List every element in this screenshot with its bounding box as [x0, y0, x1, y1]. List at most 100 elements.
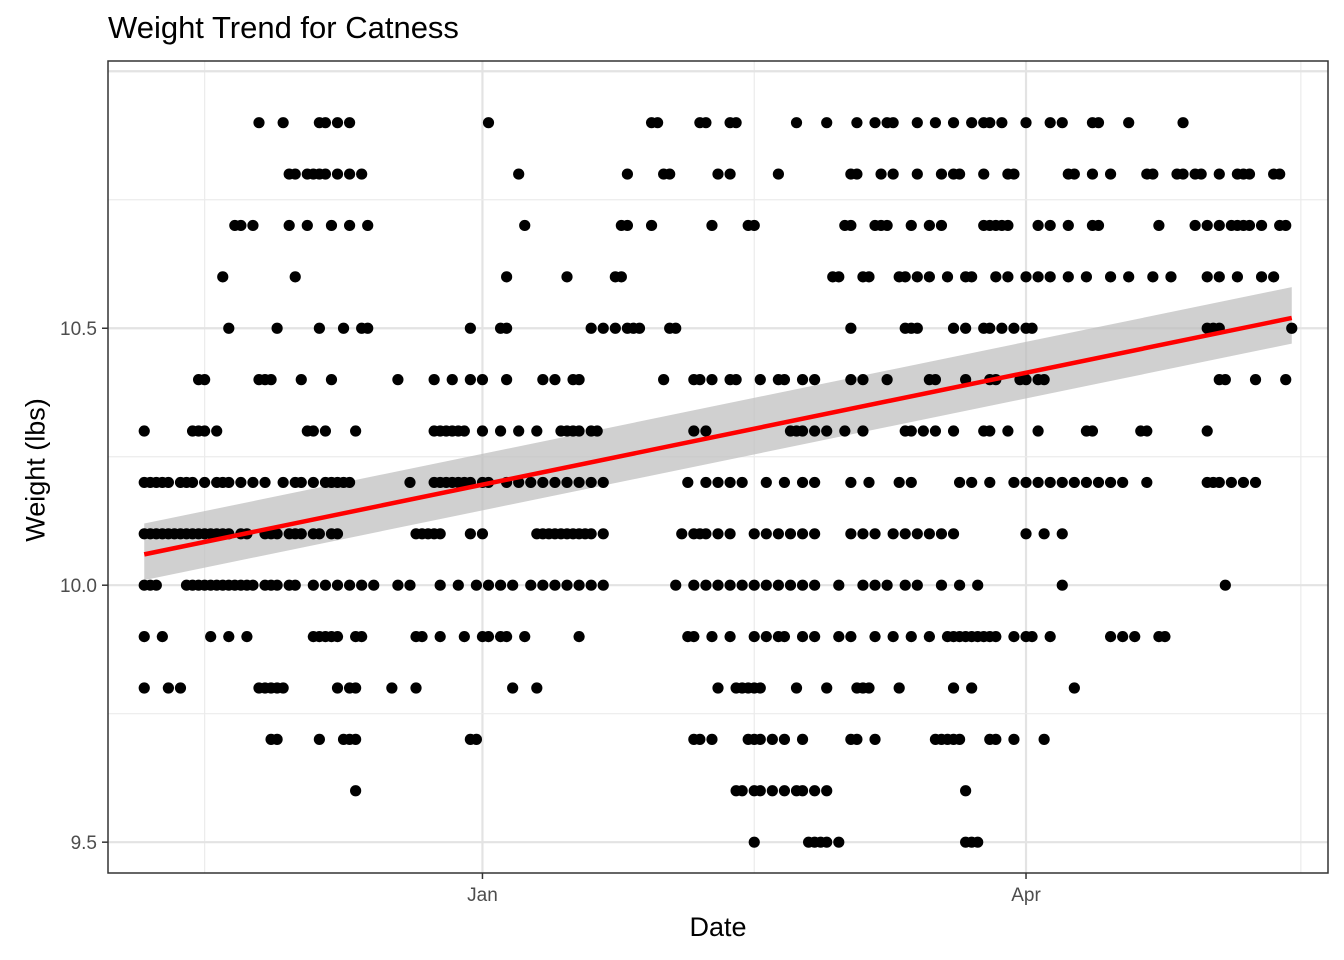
data-point [694, 733, 706, 745]
data-point [494, 579, 507, 591]
data-point [809, 630, 821, 643]
data-point [1123, 117, 1135, 129]
data-point [1249, 476, 1262, 489]
data-point [899, 579, 911, 591]
data-point [476, 528, 489, 540]
data-point [712, 476, 724, 489]
data-point [784, 579, 797, 591]
data-point [851, 168, 863, 180]
data-point [978, 168, 990, 180]
data-point [573, 374, 585, 386]
data-point [319, 579, 332, 591]
data-point [851, 117, 863, 129]
data-point [1032, 219, 1044, 232]
data-point [1020, 476, 1032, 489]
data-point [652, 117, 664, 129]
data-point [223, 476, 235, 489]
data-point [434, 528, 446, 540]
x-axis-label: Date [689, 912, 747, 942]
data-point [235, 219, 247, 232]
data-point [960, 785, 972, 797]
data-point [917, 425, 929, 437]
data-point [585, 322, 597, 334]
data-point [809, 476, 821, 489]
data-point [271, 322, 283, 334]
data-point [343, 476, 356, 489]
data-point [724, 630, 736, 643]
data-point [706, 733, 718, 745]
data-point [452, 579, 464, 591]
data-point [446, 374, 458, 386]
data-point [772, 579, 784, 591]
y-tick-label: 10.5 [60, 319, 97, 340]
data-points [138, 117, 1298, 848]
data-point [947, 322, 960, 334]
data-point [1280, 374, 1292, 386]
data-point [1044, 271, 1056, 283]
x-tick-label: Jan [467, 885, 498, 906]
data-point [597, 528, 609, 540]
data-point [712, 528, 724, 540]
data-point [1213, 271, 1225, 283]
data-point [458, 630, 470, 643]
data-point [573, 425, 585, 437]
data-point [343, 579, 356, 591]
data-point [766, 785, 778, 797]
data-point [199, 476, 211, 489]
data-point [845, 219, 857, 232]
data-point [295, 528, 307, 540]
data-point [277, 682, 289, 694]
data-point [911, 168, 923, 180]
data-point [1068, 476, 1080, 489]
data-point [1213, 168, 1225, 180]
data-point [138, 630, 150, 643]
data-point [289, 579, 301, 591]
data-point [1020, 117, 1032, 129]
data-point [1056, 476, 1068, 489]
data-point [591, 425, 603, 437]
data-point [597, 322, 609, 334]
data-point [754, 374, 766, 386]
data-point [1026, 322, 1038, 334]
data-point [754, 785, 766, 797]
data-point [1008, 630, 1020, 643]
data-point [845, 374, 857, 386]
data-point [428, 374, 440, 386]
data-point [501, 271, 513, 283]
data-point [1117, 630, 1129, 643]
trend-line [143, 315, 1293, 557]
data-point [464, 322, 476, 334]
data-point [1141, 476, 1153, 489]
data-point [706, 630, 718, 643]
data-point [331, 630, 344, 643]
data-point [513, 168, 525, 180]
data-point [343, 117, 356, 129]
data-point [736, 785, 748, 797]
data-point [947, 425, 960, 437]
data-point [283, 219, 295, 232]
data-point [796, 476, 809, 489]
data-point [513, 425, 525, 437]
data-point [996, 117, 1008, 129]
data-point [857, 374, 869, 386]
data-point [1177, 117, 1189, 129]
data-point [670, 579, 682, 591]
data-point [501, 322, 513, 334]
data-point [1008, 733, 1020, 745]
data-point [966, 271, 978, 283]
data-point [935, 579, 948, 591]
data-point [984, 476, 996, 489]
data-point [223, 630, 235, 643]
data-point [1038, 733, 1050, 745]
data-point [1068, 682, 1080, 694]
data-point [501, 374, 513, 386]
data-point [911, 579, 923, 591]
data-point [947, 528, 960, 540]
data-point [887, 630, 899, 643]
data-point [923, 271, 935, 283]
data-point [271, 528, 283, 540]
data-point [434, 630, 446, 643]
data-point [664, 168, 676, 180]
data-point [676, 528, 688, 540]
data-point [138, 682, 150, 694]
